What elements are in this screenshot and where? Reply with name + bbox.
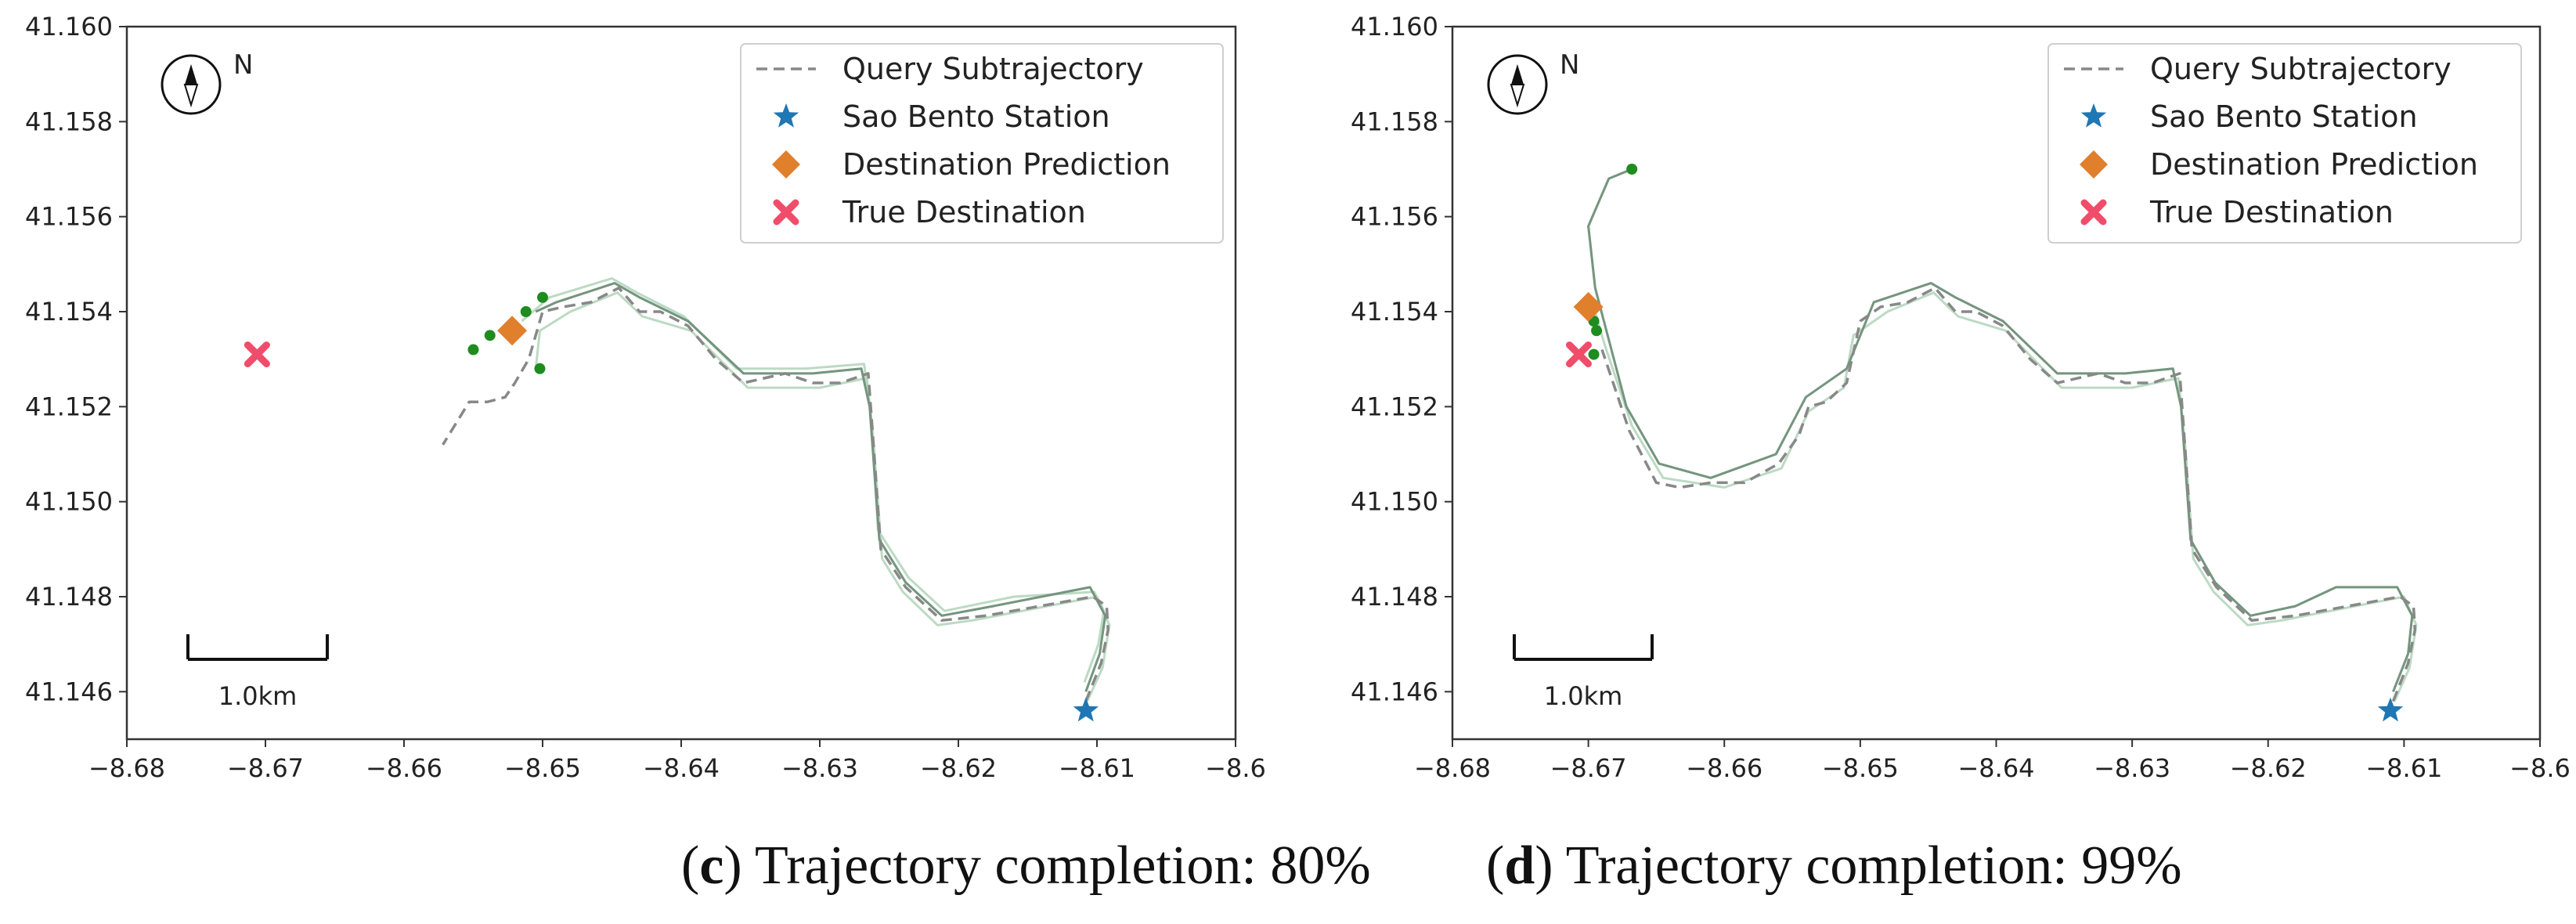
destination-prediction-marker [497, 316, 528, 346]
sao-bento-station-marker [2377, 697, 2404, 722]
y-tick-label: 41.156 [25, 202, 113, 232]
y-tick-label: 41.158 [1351, 106, 1438, 136]
legend-prediction-handle [772, 150, 800, 179]
y-tick-label: 41.156 [1351, 202, 1438, 232]
legend-label: Query Subtrajectory [842, 52, 1144, 86]
north-label: N [1560, 49, 1579, 81]
caption-text: Trajectory completion: 99% [1566, 836, 2182, 896]
y-tick-label: 41.160 [1351, 12, 1438, 42]
north-label: N [233, 49, 253, 81]
caption-open-paren: ( [681, 836, 699, 896]
x-tick-label: −8.63 [2094, 753, 2170, 783]
x-tick-label: −8.6 [2509, 753, 2571, 783]
candidate-endpoint-point [484, 330, 496, 341]
legend: Query Subtrajectory Sao Bento Station Dest… [2047, 43, 2522, 244]
y-tick-label: 41.146 [1351, 677, 1438, 706]
compass-needle-south [183, 84, 199, 108]
x-tick-label: −8.66 [1686, 753, 1762, 783]
true-destination-marker [1565, 341, 1592, 368]
caption-close-paren: ) [723, 836, 755, 896]
compass-icon: N [1487, 49, 1579, 115]
legend-label: Destination Prediction [842, 147, 1171, 182]
x-tick-label: −8.66 [366, 753, 442, 783]
query-subtrajectory-line [442, 286, 1109, 702]
candidate-endpoint-point [1626, 164, 1638, 175]
compass-needle-south [1510, 84, 1525, 108]
x-tick-label: −8.62 [2230, 753, 2307, 783]
true-destination-marker-stroke-2 [244, 341, 270, 368]
legend-label: True Destination [842, 195, 1086, 229]
x-tick-label: −8.61 [1059, 753, 1135, 783]
caption-open-paren: ( [1486, 836, 1504, 896]
legend-label: Destination Prediction [2150, 147, 2478, 182]
y-tick-label: 41.146 [25, 677, 113, 706]
y-tick-label: 41.152 [25, 392, 113, 421]
candidate-trajectory-line [1593, 291, 2418, 702]
true-destination-marker-stroke-2 [1565, 341, 1592, 368]
legend-label: True Destination [2149, 195, 2394, 229]
true-destination-marker [244, 341, 270, 368]
scale-bar: 1.0km [1513, 634, 1654, 711]
panel-d: −8.68 −8.67 −8.66 −8.65 −8.64 −8.63 −8.62 −8.61… [1351, 12, 2571, 896]
legend-label: Sao Bento Station [842, 99, 1110, 134]
legend-box [2047, 43, 2522, 244]
compass-icon: N [161, 49, 253, 115]
legend-box [740, 43, 1224, 244]
y-tick-label: 41.160 [25, 12, 113, 42]
x-tick-label: −8.65 [1822, 753, 1899, 783]
legend-true-destination-handle-stroke-2 [2080, 199, 2107, 226]
legend-station-handle [2080, 103, 2107, 128]
caption-text: Trajectory completion: 80% [755, 836, 1371, 896]
x-tick-label: −8.65 [504, 753, 581, 783]
candidate-endpoint-point [520, 306, 532, 317]
legend: Query Subtrajectory Sao Bento Station Dest… [740, 43, 1224, 244]
scale-label: 1.0km [218, 681, 298, 711]
caption-letter: d [1504, 836, 1535, 896]
x-tick-label: −8.64 [643, 753, 720, 783]
x-tick-label: −8.67 [1550, 753, 1627, 783]
caption-letter: c [699, 836, 723, 896]
candidate-endpoint-point [1588, 348, 1600, 360]
y-tick-label: 41.148 [25, 582, 113, 612]
panel-caption: (d) Trajectory completion: 99% [1486, 836, 2182, 896]
x-tick-label: −8.62 [920, 753, 997, 783]
panel-caption: (c) Trajectory completion: 80% [681, 836, 1371, 896]
panel-c: −8.68 −8.67 −8.66 −8.65 −8.64 −8.63 −8.62 −8.61… [25, 12, 1371, 896]
compass-needle-north [185, 64, 197, 85]
combined-trajectory-line [1587, 168, 2414, 692]
legend-true-destination-handle-stroke-2 [773, 199, 799, 226]
candidate-endpoint-point [467, 344, 479, 356]
y-tick-label: 41.150 [1351, 487, 1438, 517]
x-tick-label: −8.61 [2365, 753, 2442, 783]
legend-true-destination-handle [773, 199, 799, 226]
destination-prediction-marker [1573, 291, 1604, 322]
candidate-endpoint-point [534, 363, 546, 374]
y-tick-label: 41.154 [25, 297, 113, 327]
legend-label: Sao Bento Station [2150, 99, 2418, 134]
y-tick-label: 41.152 [1351, 392, 1438, 421]
query-subtrajectory-line [1600, 286, 2417, 702]
legend-true-destination-handle [2080, 199, 2107, 226]
y-tick-label: 41.154 [1351, 297, 1438, 327]
x-tick-label: −8.68 [88, 753, 165, 783]
candidate-endpoint-point [1591, 325, 1603, 337]
sao-bento-station-marker [1073, 697, 1099, 722]
legend-prediction-handle [2080, 150, 2108, 179]
y-tick-label: 41.158 [25, 106, 113, 136]
y-tick-label: 41.150 [25, 487, 113, 517]
candidate-endpoint-point [537, 291, 548, 303]
scale-label: 1.0km [1544, 681, 1623, 711]
legend-label: Query Subtrajectory [2150, 52, 2452, 86]
x-tick-label: −8.63 [781, 753, 858, 783]
x-tick-label: −8.64 [1957, 753, 2034, 783]
x-tick-label: −8.67 [227, 753, 304, 783]
y-tick-label: 41.148 [1351, 582, 1438, 612]
caption-close-paren: ) [1535, 836, 1566, 896]
scale-bar: 1.0km [186, 634, 329, 711]
legend-station-handle [773, 103, 799, 128]
x-tick-label: −8.6 [1205, 753, 1266, 783]
x-tick-label: −8.68 [1414, 753, 1491, 783]
compass-needle-north [1511, 64, 1524, 85]
